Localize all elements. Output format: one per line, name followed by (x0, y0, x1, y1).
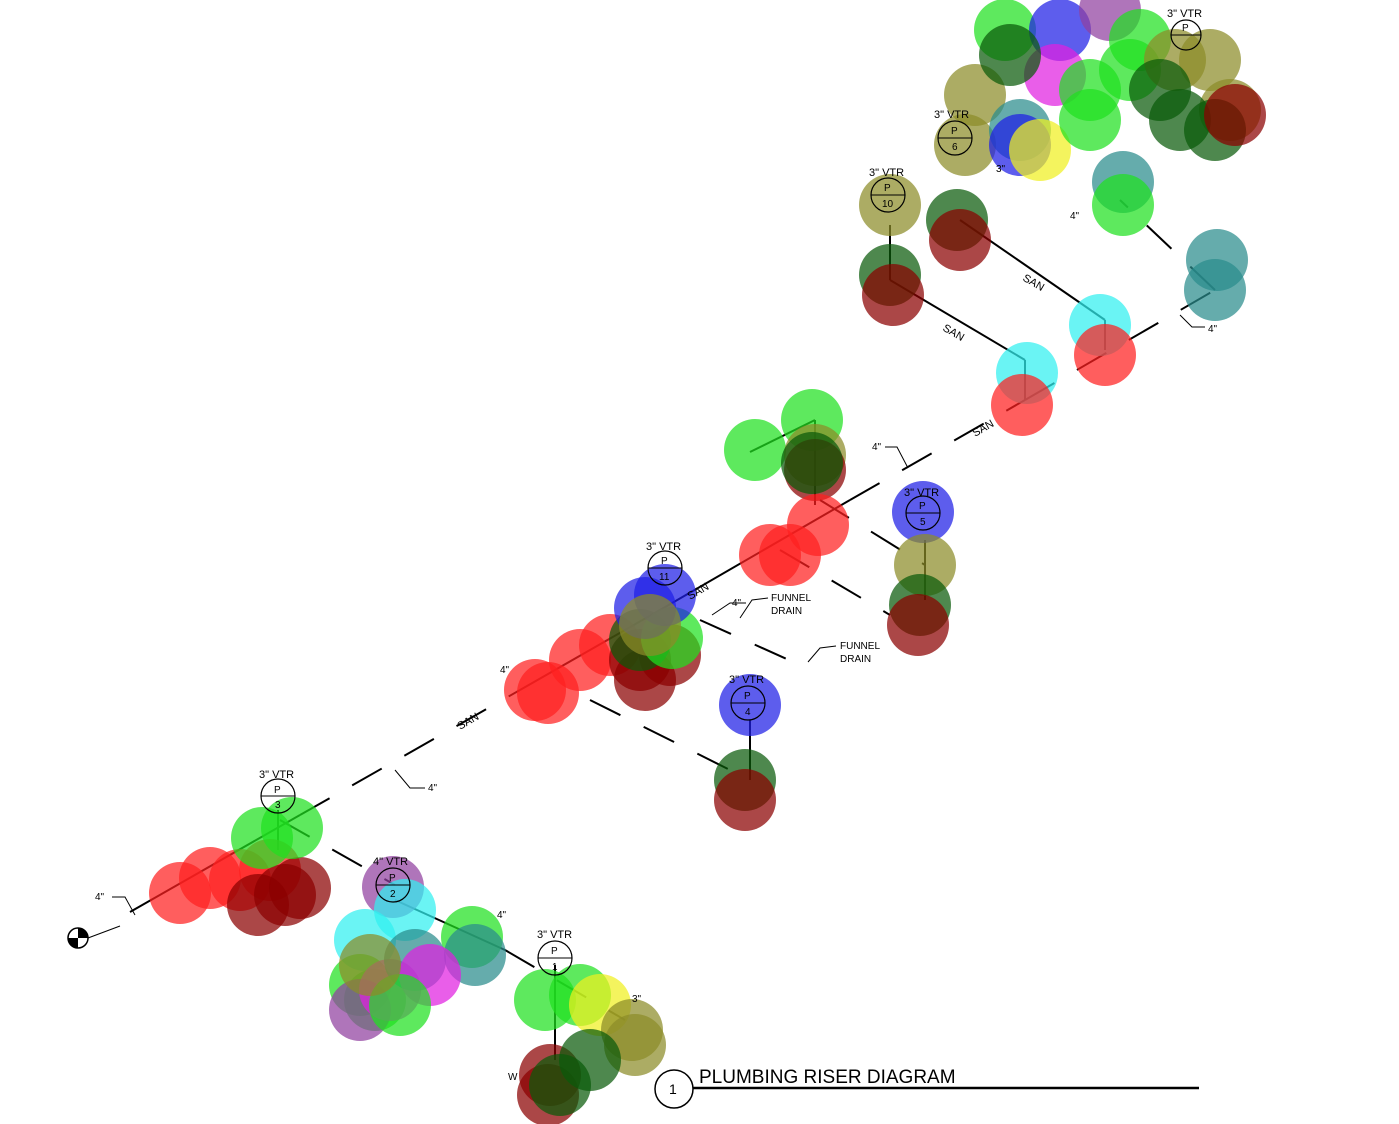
vent-size-label: 3" VTR (904, 487, 939, 499)
svg-text:FUNNEL: FUNNEL (771, 593, 811, 604)
vent-size-label: 3" VTR (1167, 8, 1202, 20)
svg-text:P: P (884, 183, 891, 194)
vent-tag-6: 3" VTR P 6 (934, 109, 973, 156)
overlay-marker-dark_red (887, 594, 949, 656)
overlay-marker-dark_green (979, 24, 1041, 86)
size-label-4in: 4" (1208, 324, 1218, 335)
svg-text:6: 6 (952, 142, 958, 153)
svg-text:P: P (1182, 23, 1189, 34)
overlay-marker-olive (859, 174, 921, 236)
vent-tag-1: 3" VTR P 1 (537, 929, 573, 976)
funnel-drain-note-2: FUNNEL DRAIN (807, 641, 880, 665)
overlay-marker-dark_red (269, 857, 331, 919)
overlay-marker-blue (1029, 0, 1091, 61)
overlay-marker-olive (1179, 29, 1241, 91)
drawing-title-block: 1 PLUMBING RISER DIAGRAM (654, 1067, 1199, 1109)
svg-text:P: P (744, 691, 751, 702)
overlay-marker-green (1092, 174, 1154, 236)
size-label-3in: 3" (996, 164, 1006, 175)
overlay-marker-dark_green (529, 1054, 591, 1116)
overlay-marker-blue (719, 674, 781, 736)
svg-text:P: P (551, 946, 558, 957)
leader-line (885, 446, 909, 469)
branch-pipe-fd2 (699, 619, 801, 666)
svg-text:DRAIN: DRAIN (840, 654, 871, 665)
marker-overlay (149, 0, 1266, 1124)
drawing-title: PLUMBING RISER DIAGRAM (699, 1067, 956, 1088)
svg-text:11: 11 (659, 572, 670, 583)
overlay-marker-dark_red (862, 264, 924, 326)
vent-tag-5: 3" VTR P 5 (904, 487, 941, 531)
overlay-marker-olive (339, 934, 401, 996)
overlay-marker-red (1074, 324, 1136, 386)
datum-target-icon (67, 925, 121, 949)
main-sanitary-pipe-5 (849, 399, 1026, 501)
vent-size-label: 3" VTR (934, 109, 969, 121)
vent-size-label: 3" VTR (869, 167, 904, 179)
leader-line (711, 602, 746, 616)
overlay-marker-dark_red (929, 209, 991, 271)
overlay-marker-red (991, 374, 1053, 436)
size-label-4in: 4" (95, 892, 105, 903)
overlay-marker-teal (1184, 259, 1246, 321)
overlay-marker-olive (944, 64, 1006, 126)
vent-tag-3: 3" VTR P 3 (259, 769, 296, 814)
size-label-3in: 3" (632, 994, 642, 1005)
overlay-marker-dark_red (714, 769, 776, 831)
overlay-marker-red (787, 494, 849, 556)
svg-text:4: 4 (745, 707, 751, 718)
vent-size-label: 3" VTR (259, 769, 294, 781)
leader-line (112, 896, 136, 916)
vent-tag-top: 3" VTR P (1167, 8, 1202, 51)
leader-line (739, 597, 769, 619)
leader-line (1179, 314, 1205, 328)
w-label: W (508, 1072, 518, 1083)
overlay-marker-dark_red (1204, 84, 1266, 146)
svg-text:2: 2 (390, 889, 396, 900)
san-label: SAN (941, 322, 967, 344)
svg-text:P: P (951, 126, 958, 137)
vent-size-label: 3" VTR (729, 674, 764, 686)
svg-text:P: P (274, 785, 281, 796)
overlay-marker-green (724, 419, 786, 481)
view-number: 1 (669, 1081, 677, 1097)
svg-text:5: 5 (920, 517, 926, 528)
main-sanitary-pipe-2 (299, 689, 521, 816)
vent-tag-10: 3" VTR P 10 (869, 167, 906, 213)
size-label-4in: 4" (500, 665, 510, 676)
san-label: SAN (1021, 272, 1047, 294)
vent-size-label: 3" VTR (537, 929, 572, 941)
overlay-marker-yellow (1009, 119, 1071, 181)
vent-tag-2: 4" VTR P 2 (373, 856, 411, 903)
san-label: SAN (971, 418, 997, 440)
overlay-marker-dark_green (1129, 59, 1191, 121)
size-label-4in: 4" (872, 442, 882, 453)
funnel-drain-note-1: FUNNEL DRAIN (739, 593, 811, 619)
overlay-marker-olive (934, 114, 996, 176)
svg-text:P: P (389, 873, 396, 884)
svg-text:P: P (919, 501, 926, 512)
overlay-marker-olive (619, 594, 681, 656)
size-label-4in: 4" (1070, 211, 1080, 222)
vent-tag-4: 3" VTR P 4 (729, 674, 766, 721)
vent-size-label: 4" VTR (373, 856, 408, 868)
vent-size-label: 3" VTR (646, 541, 681, 553)
svg-text:3: 3 (275, 800, 281, 811)
svg-text:DRAIN: DRAIN (771, 606, 802, 617)
leader-line (807, 645, 837, 663)
size-label-4in: 4" (428, 783, 438, 794)
overlay-marker-dark_green (781, 432, 843, 494)
svg-text:1: 1 (552, 962, 558, 973)
overlay-marker-green (1059, 89, 1121, 151)
leader-line (394, 769, 425, 789)
vent-tag-11: 3" VTR P 11 (646, 541, 683, 586)
svg-text:P: P (661, 556, 668, 567)
svg-text:FUNNEL: FUNNEL (840, 641, 880, 652)
overlay-marker-blue (892, 481, 954, 543)
main-sanitary-pipe-6 (1024, 289, 1216, 401)
svg-text:10: 10 (882, 199, 894, 210)
size-label-4in: 4" (497, 910, 507, 921)
